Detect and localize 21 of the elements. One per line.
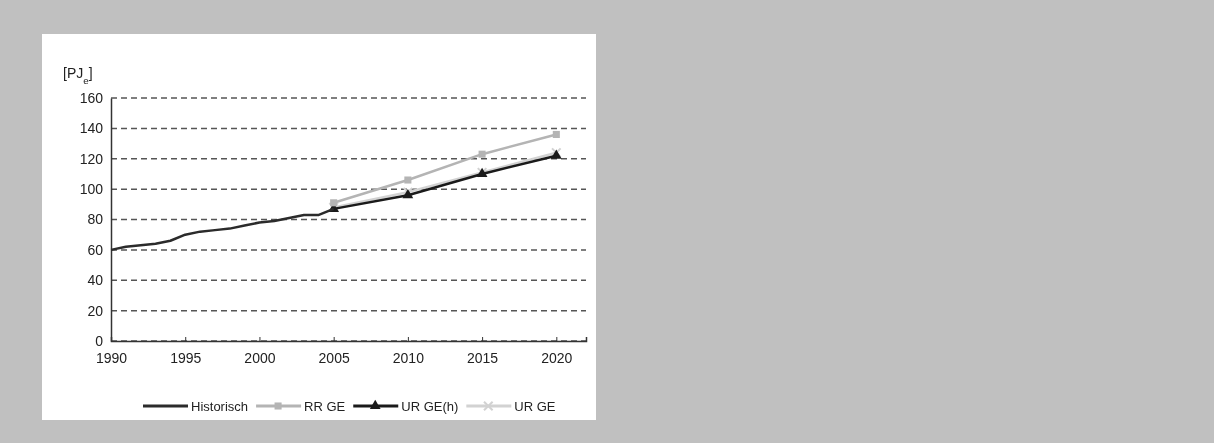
y-tick-label: 40 <box>87 272 104 289</box>
y-tick-label: 120 <box>79 150 104 167</box>
y-tick-label: 160 <box>79 89 104 106</box>
y-tick-label: 80 <box>87 211 104 228</box>
legend-label: UR GE(h) <box>401 399 459 414</box>
y-tick-label: 140 <box>79 120 104 137</box>
y-tick-label: 100 <box>79 181 104 198</box>
x-tick-label: 2015 <box>467 349 499 366</box>
y-axis-title: [PJ$_{e}$] <box>63 65 93 86</box>
legend-label: UR GE <box>514 399 556 414</box>
legend-label: RR GE <box>304 399 346 414</box>
x-tick-label: 2010 <box>392 349 425 366</box>
legend-label: Historisch <box>191 399 249 414</box>
x-tick-label: 2020 <box>541 349 573 366</box>
x-tick-label: 2005 <box>318 349 350 366</box>
x-tick-label: 1995 <box>170 349 202 366</box>
y-tick-label: 0 <box>95 332 104 349</box>
x-tick-label: 2000 <box>244 349 276 366</box>
x-tick-label: 1990 <box>95 349 128 366</box>
y-tick-label: 20 <box>87 302 104 319</box>
y-tick-label: 60 <box>87 241 104 258</box>
